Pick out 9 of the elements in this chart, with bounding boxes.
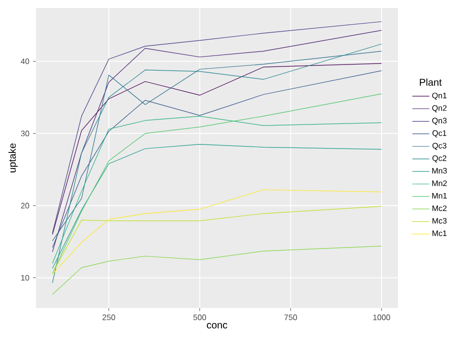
y-axis-title: uptake xyxy=(8,143,18,172)
line-series xyxy=(52,93,382,274)
line-series xyxy=(52,246,382,295)
legend-title: Plant xyxy=(420,78,442,86)
x-axis-title: conc xyxy=(206,323,228,328)
line-series xyxy=(52,144,382,269)
line-series xyxy=(52,44,382,284)
line-series xyxy=(52,189,382,274)
line-series xyxy=(52,116,382,264)
